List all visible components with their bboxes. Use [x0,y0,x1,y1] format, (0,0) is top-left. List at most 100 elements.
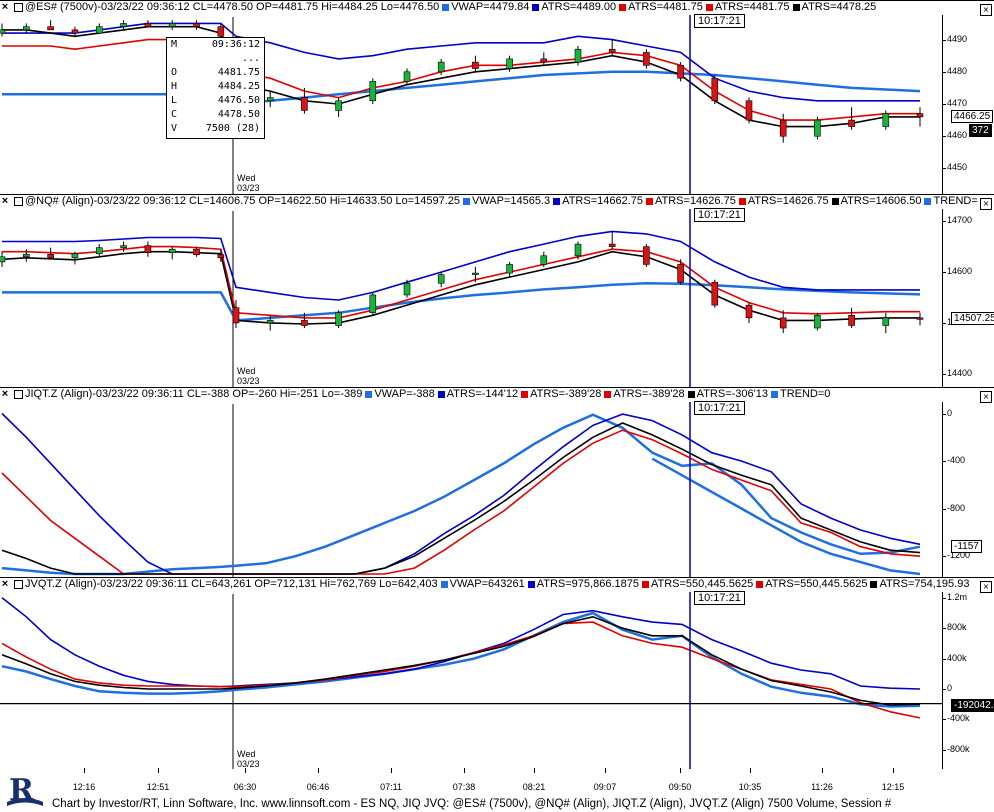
jiq-panel: 0 -400 -800 -1200 -1157 × JIQT.Z (Align)-03/2… [0,387,994,578]
es-plot[interactable] [0,1,942,195]
axis-tick-mark [943,413,946,415]
axis-tick-mark [943,71,946,73]
series-line-atrs [2,22,920,102]
ohlc-value: 4478.50 [217,109,260,120]
ohlc-row: L 4476.50 [167,94,264,108]
candle [23,23,30,34]
indicator-readout: ATRS=4481.75 [628,1,703,13]
indicator-swatch-icon [437,390,445,398]
candle [848,307,855,329]
panel-close-button[interactable]: × [980,581,992,593]
nq-price-axis[interactable]: 1470014600145001440014507.25 [942,195,994,388]
axis-tick-label: 400k [947,652,967,663]
date-label: 03/23 [237,376,260,386]
candle [814,116,821,140]
candle [711,75,719,104]
jvq-plot[interactable] [0,578,942,769]
candle [916,107,924,127]
indicator-readout: VWAP=-388 [374,388,435,400]
axis-tick-mark [943,168,946,170]
axis-tick-mark [943,508,946,510]
axis-tick-label: 4490 [947,33,968,44]
ohlc-row: O 4481.75 [167,66,264,80]
axis-tick-mark [943,556,946,558]
candle [193,20,200,30]
candle [437,58,445,75]
nq-marker-time: 10:17:21 [694,208,745,222]
ohlc-value: 4484.25 [217,81,260,92]
date-label: 03/23 [237,183,260,193]
time-tick-mark [605,768,606,773]
close-panel-icon[interactable]: × [1,195,9,207]
indicator-swatch-icon [619,3,627,11]
indicator-readout: ATRS=-306'13 [696,388,768,400]
candle [193,246,200,257]
axis-tick-mark [943,689,946,690]
ohlc-time-key: M [171,39,178,50]
candle [848,107,855,130]
time-tick-label: 12:16 [72,782,96,792]
time-tick-mark [318,768,319,773]
indicator-readout: ATRS=14626.75 [747,195,829,207]
time-tick-mark [391,768,392,773]
axis-tick-label: 0 [947,683,953,693]
candle [506,55,513,72]
candle [677,259,684,285]
axis-tick-mark [943,322,946,324]
axis-tick-mark [943,461,946,463]
indicator-readout: VWAP=643261 [449,578,525,590]
candle [472,266,479,283]
indicator-swatch-icon [442,3,450,11]
panel-close-button[interactable]: × [980,198,992,210]
candle [540,52,548,66]
es-price-axis[interactable]: 4490 4480 4470 4460 4450 4466.25 372 [942,1,994,195]
axis-tick-mark [943,628,946,630]
series-line-vwap [2,282,921,322]
candle [47,20,54,31]
last-price-tag: -1157 [951,539,982,553]
indicator-readout: TREND= [933,195,978,207]
axis-tick-mark [943,136,946,138]
time-axis[interactable]: 12:16 12:51 06:30 06:46 07:11 07:38 08:21 09:07… [0,768,994,796]
close-panel-icon[interactable]: × [1,578,9,590]
time-tick-mark [822,768,823,773]
indicator-swatch-icon [792,3,800,11]
indicator-readout: ATRS=4481.75 [714,1,790,13]
candle [335,310,342,329]
symbol-readout: JIQT.Z (Align)-03/23/22 09:36:11 CL=-388… [25,388,363,400]
candle [95,244,103,257]
axis-tick-label: 4450 [947,162,968,173]
indicator-swatch-icon [521,390,529,398]
symbol-readout: @NQ# (Align)-03/23/22 09:36:12 CL=14606.… [25,195,460,207]
candle [677,62,684,82]
close-panel-icon[interactable]: × [1,388,9,400]
indicator-readout: ATRS=14662.75 [562,195,643,207]
close-panel-icon[interactable]: × [1,1,9,13]
nq-header: × @NQ# (Align)-03/23/22 09:36:12 CL=14606… [0,195,994,209]
candle [369,292,377,316]
indicator-swatch-icon [463,197,470,205]
jiq-plot[interactable] [0,388,942,578]
axis-tick-label: 1.2m [947,591,968,602]
panel-close-button[interactable]: × [980,391,992,403]
jvq-price-axis[interactable]: 1.2m 800k 400k 0 -400k -800k -192042.00 [942,578,994,769]
panel-close-button[interactable]: × [980,4,992,16]
axis-tick-label: -800k [947,743,970,754]
series-line-atrs [1,412,921,575]
symbol-readout: JVQT.Z (Align)-03/23/22 09:36:11 CL=643,… [25,578,438,590]
axis-tick-label: 0 [947,407,953,418]
candle [882,110,890,130]
candle [540,251,548,267]
jiq-price-axis[interactable]: 0 -400 -800 -1200 -1157 [942,388,994,578]
candle [120,20,127,30]
ohlc-value: 7500 (28) [205,123,260,134]
nq-plot[interactable] [0,195,942,388]
time-tick-label: 07:38 [452,782,476,792]
candle [643,244,650,267]
es-panel: 4490 4480 4470 4460 4450 4466.25 372 × @ES# (75… [0,0,994,195]
ohlc-row: V 7500 (28) [167,122,264,136]
series-line-vwap [2,70,921,106]
indicator-swatch-icon [924,197,932,205]
es-header: × @ES# (7500v)-03/23/22 09:36:12 CL=4478.… [0,1,994,15]
symbol-swatch-icon [14,196,23,206]
